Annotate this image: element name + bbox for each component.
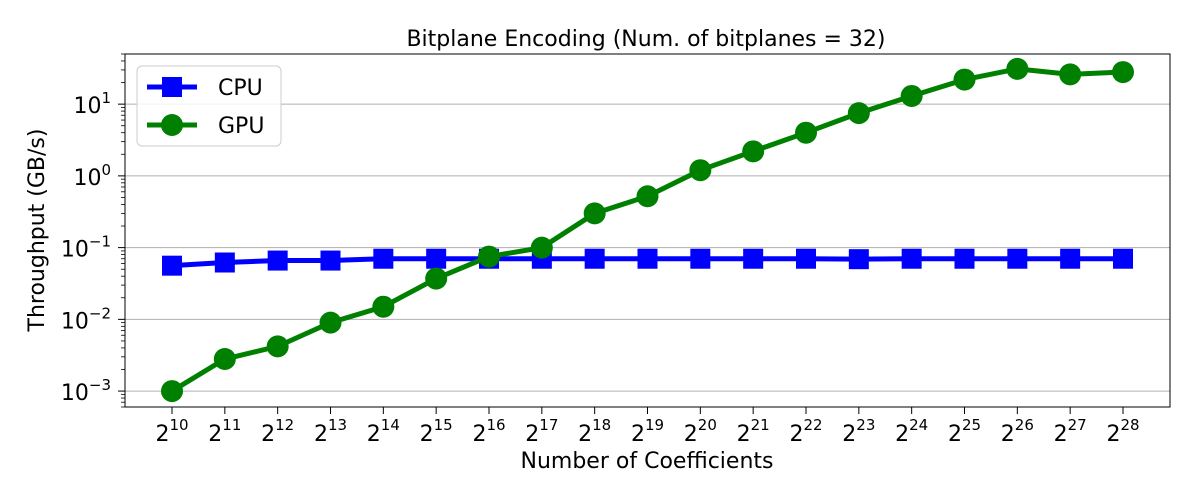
gpu-data-point [689, 159, 712, 182]
cpu-data-point [690, 248, 711, 269]
x-tick-label: 223 [842, 416, 875, 447]
x-tick-label: 210 [155, 416, 188, 447]
cpu-data-point [954, 248, 975, 269]
cpu-data-point [848, 249, 869, 270]
cpu-data-point [1113, 248, 1133, 269]
x-tick-label: 218 [578, 416, 611, 447]
y-tick-label: 10−1 [61, 233, 111, 263]
x-tick-label: 219 [631, 416, 664, 447]
cpu-data-point [373, 248, 394, 269]
cpu-data-point [637, 248, 658, 269]
x-tick-label: 226 [1001, 416, 1034, 447]
x-tick-label: 228 [1106, 416, 1139, 447]
cpu-data-point [1007, 248, 1028, 269]
gpu-data-point [1006, 57, 1029, 80]
y-tick-label: 10−3 [61, 376, 111, 406]
gpu-data-point [478, 245, 500, 268]
gpu-data-point [213, 348, 236, 371]
x-tick-label: 225 [948, 416, 981, 447]
cpu-data-point [901, 248, 922, 269]
gpu-data-point [266, 335, 289, 358]
x-tick-label: 220 [684, 416, 717, 447]
gpu-data-point [1059, 63, 1082, 86]
legend-item-gpu: GPU [147, 114, 264, 139]
x-tick-label: 215 [420, 416, 453, 447]
x-tick-label: 212 [261, 416, 294, 447]
gpu-data-point [953, 68, 976, 91]
gpu-data-point [742, 140, 765, 163]
gpu-data-point [161, 380, 183, 403]
x-tick-label: 222 [789, 416, 822, 447]
x-tick-label: 216 [472, 416, 505, 447]
legend-items: CPU GPU [147, 76, 264, 139]
cpu-data-point [320, 250, 341, 271]
gpu-data-point [795, 121, 817, 144]
grid-lines [125, 103, 1170, 392]
cpu-data-point [796, 248, 816, 269]
y-axis-ticks: 10−3 10−2 10−1 100 101 [61, 89, 125, 406]
x-tick-label: 213 [314, 416, 347, 447]
x-tick-label: 224 [895, 416, 928, 447]
gpu-data-point [900, 84, 923, 107]
chart-title: Bitplane Encoding (Num. of bitplanes = 3… [406, 27, 885, 52]
cpu-data-point [743, 248, 764, 269]
legend-label: GPU [218, 114, 264, 139]
cpu-data-point [426, 248, 447, 269]
gpu-data-point [425, 267, 448, 290]
y-tick-label: 100 [73, 161, 111, 191]
x-tick-label: 217 [525, 416, 558, 447]
gpu-data-point [530, 236, 553, 259]
gpu-data-point [847, 102, 870, 125]
y-tick-label: 101 [73, 89, 111, 119]
gpu-data-point [636, 185, 659, 208]
legend: CPU GPU [136, 65, 282, 147]
gpu-series-line [169, 66, 1126, 394]
legend-marker [162, 77, 182, 97]
gpu-data-point [372, 295, 395, 318]
x-tick-label: 227 [1054, 416, 1087, 447]
cpu-data-point [162, 255, 182, 276]
x-tick-label: 211 [208, 416, 241, 447]
cpu-data-point [1060, 248, 1081, 269]
cpu-data-point [267, 250, 288, 271]
gpu-data-point [1112, 61, 1134, 84]
series-layer [161, 57, 1134, 403]
x-axis-label: Number of Coefficients [521, 449, 774, 474]
y-tick-label: 10−2 [61, 304, 111, 334]
cpu-series [162, 248, 1133, 276]
legend-marker [161, 114, 183, 136]
legend-item-cpu: CPU [147, 76, 263, 101]
gpu-data-point [583, 202, 606, 225]
cpu-data-point [214, 252, 235, 273]
gpu-series [161, 57, 1134, 403]
legend-label: CPU [218, 76, 263, 101]
gpu-data-point [319, 311, 342, 334]
x-tick-label: 221 [737, 416, 770, 447]
cpu-data-point [584, 248, 605, 269]
y-axis-label: Throughput (GB/s) [25, 129, 50, 333]
x-axis-ticks: 210 211 212 213 214 215 216 217 218 219 220 221 222 2… [155, 407, 1140, 447]
x-tick-label: 214 [367, 416, 400, 447]
minor-ticks [121, 53, 125, 408]
